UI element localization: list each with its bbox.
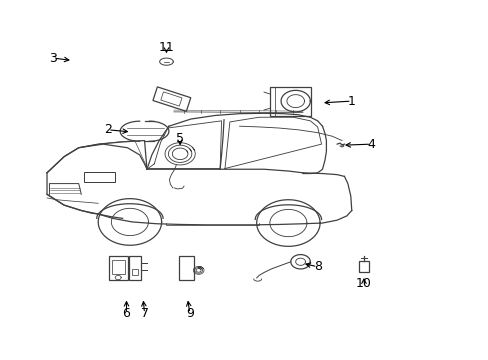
- Text: 6: 6: [122, 307, 130, 320]
- Text: 5: 5: [176, 132, 184, 145]
- Bar: [83, 172, 115, 182]
- Bar: [179, 256, 193, 280]
- Text: 7: 7: [140, 307, 148, 320]
- Bar: [129, 256, 141, 280]
- Bar: [109, 256, 128, 280]
- Text: 8: 8: [313, 260, 321, 273]
- Bar: [161, 92, 182, 106]
- Text: 9: 9: [185, 307, 193, 320]
- Bar: [269, 87, 311, 116]
- Bar: [269, 87, 274, 116]
- Bar: [358, 261, 368, 272]
- Bar: [153, 87, 190, 111]
- Text: 11: 11: [158, 41, 174, 54]
- Text: 4: 4: [366, 138, 374, 150]
- Text: 3: 3: [49, 51, 57, 64]
- Text: 2: 2: [104, 123, 112, 136]
- Text: 1: 1: [347, 95, 355, 108]
- Bar: [132, 269, 138, 275]
- Text: 10: 10: [355, 278, 371, 291]
- Bar: [112, 260, 125, 274]
